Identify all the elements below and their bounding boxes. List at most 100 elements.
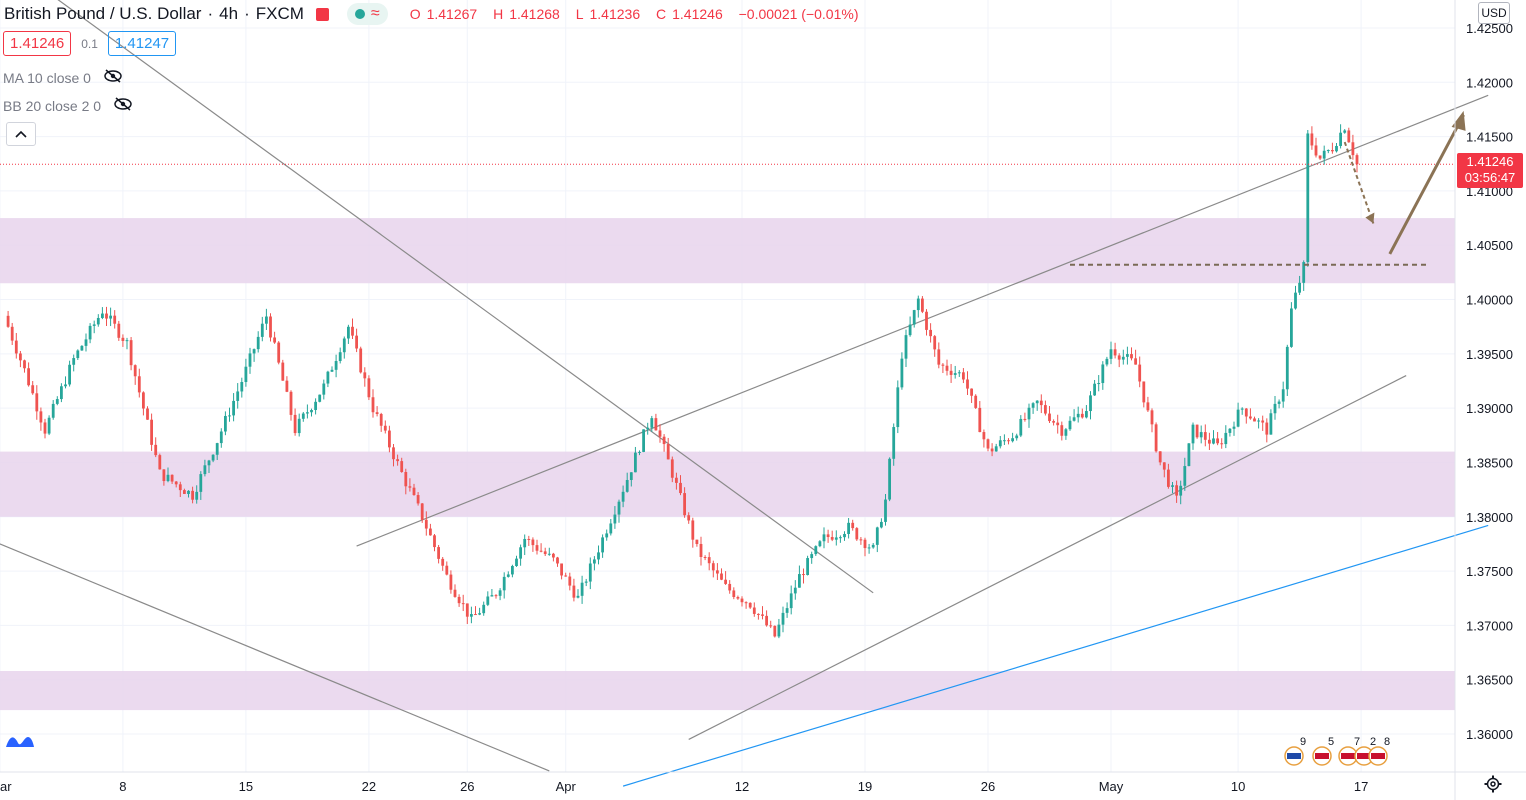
candle-body (392, 447, 395, 460)
candle-body (248, 353, 252, 367)
candle-body (502, 576, 506, 591)
candle-body (64, 384, 67, 387)
candle-body (1142, 381, 1146, 403)
interval-label[interactable]: 4h (219, 4, 239, 23)
candle-body (1290, 308, 1293, 347)
candle-body (1085, 411, 1088, 418)
candle-body (871, 544, 875, 548)
candle-body (76, 350, 80, 359)
candle-body (642, 429, 645, 452)
x-tick-label: 8 (119, 779, 126, 794)
candle-body (14, 340, 18, 354)
candle-body (740, 598, 744, 603)
candle-body (1298, 282, 1301, 293)
candle-body (203, 465, 207, 475)
candle-body (1314, 145, 1318, 156)
sr-zones (0, 218, 1455, 711)
chart-legend: British Pound / U.S. Dollar · 4h · FXCM … (0, 2, 865, 26)
candle-body (240, 382, 244, 392)
event-count: 5 (1328, 736, 1335, 748)
candle-body (162, 469, 166, 482)
candle-body (47, 417, 51, 434)
candle-body (1048, 413, 1051, 422)
trendlines (0, 0, 1489, 787)
legend-separator: · (244, 4, 250, 23)
candle-body (154, 444, 158, 456)
candle-body (916, 298, 920, 311)
tradingview-logo-icon[interactable] (4, 731, 36, 753)
candle-body (781, 612, 785, 625)
candle-body (1294, 292, 1297, 309)
candle-body (1257, 420, 1260, 422)
candle-body (531, 539, 535, 546)
candle-body (1023, 418, 1027, 420)
flag-stripe (1287, 753, 1301, 759)
candle-body (634, 452, 637, 473)
candle-body (830, 537, 834, 540)
sell-price-button[interactable]: 1.41246 (3, 31, 72, 56)
eye-off-icon[interactable] (113, 96, 133, 115)
y-tick-label: 1.37000 (1466, 618, 1513, 633)
candle-body (1162, 462, 1166, 470)
candle-body (88, 325, 92, 340)
candle-body (1076, 413, 1080, 418)
indicator-bb[interactable]: BB 20 close 2 0 (3, 96, 133, 115)
economic-events[interactable]: 9 5 7 2 8 (1278, 736, 1393, 768)
candle-body (1158, 451, 1162, 463)
event-count: 2 (1370, 736, 1377, 748)
candle-body (974, 395, 978, 408)
gear-icon[interactable] (1484, 775, 1502, 793)
currency-button[interactable]: USD (1478, 2, 1510, 24)
candle-body (1080, 413, 1084, 418)
candle-body (1273, 403, 1277, 414)
candle-body (834, 537, 838, 540)
data-status-pill[interactable]: ≈ (346, 3, 388, 25)
x-tick-label: ar (0, 779, 12, 794)
candle-body (322, 383, 326, 395)
candle-body (195, 491, 199, 500)
candle-body (650, 418, 654, 428)
candle-body (289, 391, 293, 415)
candle-body (904, 335, 908, 359)
candle-body (539, 550, 543, 552)
low-value: 1.41236 (589, 6, 641, 22)
symbol-title[interactable]: British Pound / U.S. Dollar (4, 4, 202, 23)
candle-body (855, 528, 859, 540)
candle-body (957, 372, 961, 374)
candle-body (1015, 435, 1019, 439)
last-price-label: 1.41246 03:56:47 (1457, 153, 1523, 188)
candle-body (1277, 401, 1281, 404)
candle-body (1216, 438, 1219, 444)
candle-body (761, 614, 764, 616)
candle-body (129, 340, 133, 366)
candle-body (1269, 413, 1273, 435)
y-tick-label: 1.39500 (1466, 347, 1513, 362)
spread-value: 0.1 (81, 36, 98, 51)
candle-body (789, 593, 793, 609)
candle-body (424, 519, 428, 529)
candle-body (921, 298, 924, 312)
candle-body (597, 552, 600, 560)
candle-body (1249, 416, 1252, 419)
candle-body (23, 360, 26, 369)
candle-body (416, 495, 420, 504)
indicator-ma[interactable]: MA 10 close 0 (3, 68, 123, 87)
candle-body (256, 336, 260, 350)
collapse-legend-button[interactable] (6, 122, 36, 146)
candle-body (178, 484, 182, 491)
candle-body (1265, 422, 1269, 435)
low-label: L (575, 6, 584, 22)
candle-body (802, 574, 805, 576)
candle-body (670, 459, 674, 478)
candle-body (798, 574, 801, 588)
candle-body (1011, 438, 1014, 442)
candle-body (683, 493, 686, 516)
event-flag-icon (1354, 746, 1374, 766)
eye-off-icon[interactable] (103, 68, 123, 87)
buy-price-button[interactable]: 1.41247 (107, 31, 177, 56)
candle-body (552, 553, 555, 558)
candle-body (1175, 485, 1178, 496)
indicator-label: BB 20 close 2 0 (3, 97, 102, 114)
